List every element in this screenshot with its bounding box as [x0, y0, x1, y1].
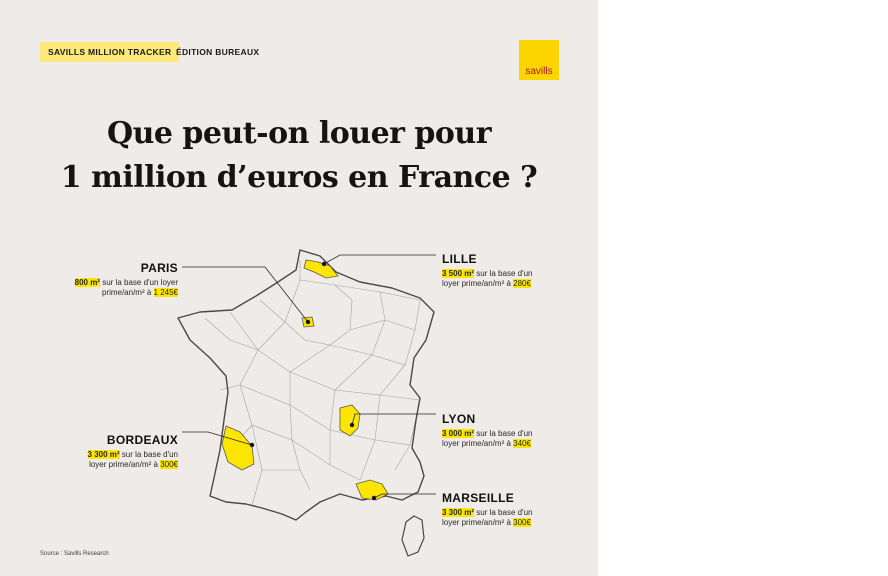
region-lyon	[339, 404, 361, 437]
infographic-panel: SAVILLS MILLION TRACKER ÉDITION BUREAUX …	[0, 0, 598, 576]
city-name-paris: PARIS	[140, 261, 178, 275]
text2-bordeaux: loyer prime/an/m² à	[89, 460, 161, 469]
leader-marseille	[373, 493, 436, 499]
text2-marseille: loyer prime/an/m² à	[442, 518, 514, 527]
region-bordeaux	[221, 425, 255, 471]
france-outline	[177, 249, 435, 521]
logo-text: savills	[525, 66, 553, 77]
corsica-outline	[401, 515, 425, 557]
tracker-tag: SAVILLS MILLION TRACKER	[40, 42, 180, 62]
page-title-line-1: Que peut-on louer pour	[106, 116, 492, 151]
edition-tag: ÉDITION BUREAUX	[176, 47, 260, 57]
dot-marseille	[371, 495, 377, 501]
city-name-bordeaux: BORDEAUX	[106, 433, 178, 447]
text2-lyon: loyer prime/an/m² à	[442, 439, 514, 448]
city-label-marseille: MARSEILLE 3 300 m² sur la base d'un loye…	[442, 491, 582, 528]
department-borders	[204, 260, 421, 506]
text1-bordeaux: sur la base d'un	[119, 450, 178, 459]
city-name-marseille: MARSEILLE	[442, 491, 515, 505]
text1-marseille: sur la base d'un	[474, 508, 533, 517]
leader-lyon	[351, 413, 436, 426]
dot-paris	[305, 319, 311, 325]
city-label-lyon: LYON 3 000 m² sur la base d'un loyer pri…	[442, 412, 582, 449]
dot-lille	[321, 261, 327, 267]
city-label-lille: LILLE 3 500 m² sur la base d'un loyer pr…	[442, 252, 582, 289]
text1-paris: sur la base d'un loyer	[99, 278, 178, 287]
leader-lines	[182, 254, 436, 499]
leader-bordeaux	[182, 431, 253, 446]
surface-lille: 3 500 m²	[442, 269, 475, 278]
city-name-lille: LILLE	[442, 252, 477, 266]
dot-lyon	[349, 422, 355, 428]
dot-bordeaux	[249, 442, 255, 448]
text1-lyon: sur la base d'un	[474, 429, 533, 438]
rent-lyon: 340€	[513, 439, 531, 448]
surface-paris: 800 m²	[74, 278, 100, 287]
savills-logo: savills	[519, 40, 559, 80]
page-title-line-2: 1 million d’euros en France ?	[60, 160, 538, 195]
city-label-bordeaux: BORDEAUX 3 300 m² sur la base d'un loyer…	[30, 433, 178, 470]
text1-lille: sur la base d'un	[474, 269, 533, 278]
city-label-paris: PARIS 800 m² sur la base d'un loyer prim…	[30, 261, 178, 298]
city-name-lyon: LYON	[442, 412, 476, 426]
surface-marseille: 3 300 m²	[442, 508, 475, 517]
text2-lille: loyer prime/an/m² à	[442, 279, 514, 288]
surface-lyon: 3 000 m²	[442, 429, 475, 438]
leader-paris	[182, 266, 309, 323]
france-map	[177, 249, 436, 557]
rent-bordeaux: 300€	[160, 460, 178, 469]
rent-lille: 280€	[513, 279, 531, 288]
rent-paris: 1 245€	[153, 288, 178, 297]
leader-lille	[323, 254, 436, 265]
surface-bordeaux: 3 300 m²	[87, 450, 120, 459]
region-lille	[303, 259, 339, 279]
city-dots	[249, 261, 377, 501]
source-note: Source : Savills Research	[40, 551, 109, 557]
text2-paris: prime/an/m² à	[101, 288, 154, 297]
rent-marseille: 300€	[513, 518, 531, 527]
highlighted-regions	[221, 259, 389, 501]
